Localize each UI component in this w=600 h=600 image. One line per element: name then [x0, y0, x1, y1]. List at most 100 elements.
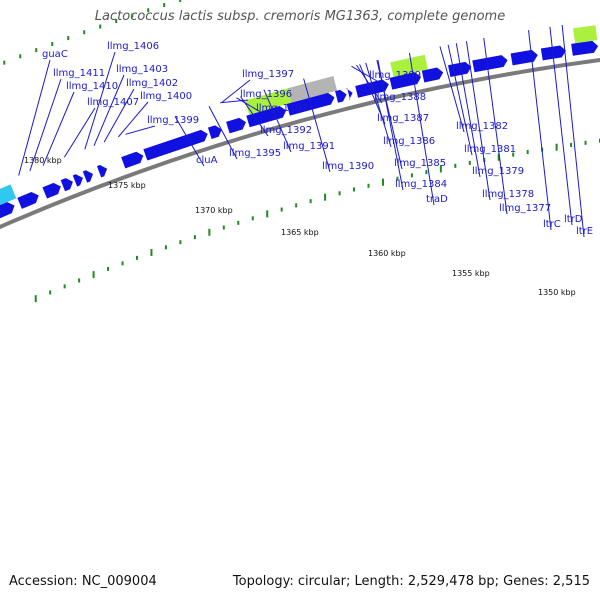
gene-label: ltrD	[564, 214, 583, 225]
gene-label: ltrE	[576, 226, 593, 237]
gc-mark	[526, 150, 529, 155]
gene-leader-line	[118, 101, 149, 138]
gc-mark	[99, 24, 102, 29]
kbp-tick-label: 1350 kbp	[538, 288, 576, 297]
gene-leader-line	[356, 64, 383, 104]
feature-block	[0, 184, 17, 206]
gc-mark	[3, 60, 6, 65]
gene-arrow	[207, 125, 222, 140]
gene-arrow	[96, 164, 108, 178]
gene-leader-line	[64, 107, 96, 158]
genome-backbone	[0, 57, 600, 230]
gene-leader-line	[103, 88, 135, 143]
gene-label: llmg_1407	[87, 97, 139, 108]
gene-label: llmg_1397	[242, 69, 294, 80]
gene-label: llmg_1381	[464, 144, 516, 155]
gene-labels: guaC llmg_1406 llmg_1411 llmg_1403 llmg_1410…	[18, 24, 593, 238]
gene-label: llmg_1386	[383, 136, 435, 147]
gc-mark	[251, 216, 254, 221]
gene-leader-line	[240, 96, 269, 137]
gene-label: llmg_1399	[147, 115, 199, 126]
gene-leader-line	[263, 89, 292, 153]
gc-mark	[512, 152, 515, 157]
gc-mark	[570, 142, 573, 147]
gc-mark	[179, 240, 182, 245]
gene-label: llmg_1388	[374, 92, 426, 103]
gene-arrow	[421, 67, 444, 83]
gene-arrow	[42, 182, 61, 199]
gc-mark	[497, 153, 500, 161]
gene-label: llmg_1389	[369, 70, 421, 81]
gene-arrow	[72, 174, 83, 187]
gene-leader-line	[208, 106, 238, 160]
feature-block	[245, 88, 292, 115]
gene-track	[0, 40, 599, 219]
gc-mark	[266, 210, 269, 218]
gene-label: llmg_1384	[395, 179, 447, 190]
gene-arrow	[226, 117, 246, 134]
gene-label: cluA	[196, 155, 218, 166]
accession-text: Accession: NC_009004	[9, 574, 157, 589]
gene-label: traD	[426, 194, 448, 205]
gene-arrow	[540, 45, 566, 61]
gene-leader-line	[465, 41, 491, 201]
gc-mark	[136, 255, 138, 260]
gc-mark	[163, 3, 166, 8]
gene-arrow	[82, 170, 94, 183]
gene-arrow	[571, 40, 599, 56]
gene-leader-line	[42, 91, 75, 166]
gene-label: llmg_1403	[116, 64, 168, 75]
gene-label: llmg_1378	[482, 189, 534, 200]
gene-label: llmg_1391	[283, 141, 335, 152]
gene-arrow	[121, 151, 144, 169]
gc-mark	[131, 13, 134, 18]
gene-leader-line	[236, 97, 265, 115]
gene-arrow	[472, 55, 508, 73]
gene-arrow	[143, 129, 208, 161]
gene-leader-line	[351, 65, 378, 82]
gene-label: guaC	[42, 49, 68, 60]
feature-track	[0, 25, 598, 206]
gene-leader-line	[439, 46, 465, 133]
gc-mark	[49, 290, 52, 295]
gc-mark	[280, 207, 283, 212]
gene-arrow	[60, 178, 73, 192]
gene-leader-line	[29, 78, 62, 172]
kbp-tick-label: 1360 kbp	[368, 249, 406, 258]
gc-mark	[208, 228, 211, 236]
gc-mark	[107, 266, 110, 271]
gene-leader-line	[528, 30, 552, 231]
gene-label: llmg_1410	[66, 81, 118, 92]
gene-arrow	[0, 202, 15, 219]
gc-mark	[338, 191, 341, 196]
backbone-line	[0, 57, 600, 230]
gene-leader-line	[447, 44, 473, 156]
kbp-tick-label: 1380 kbp	[24, 156, 62, 165]
gc-mark	[150, 249, 153, 257]
gene-leader-line	[125, 125, 156, 135]
gc-mark	[381, 178, 384, 186]
gc-mark	[34, 295, 37, 303]
kbp-tick-label: 1370 kbp	[195, 206, 233, 215]
gene-leader-line	[84, 51, 116, 150]
gc-mark	[295, 203, 298, 208]
gene-arrow	[17, 191, 39, 209]
gene-leader-line	[408, 52, 435, 206]
gc-mark	[410, 173, 413, 178]
gc-mark	[63, 284, 66, 289]
gene-leader-line	[221, 79, 251, 103]
gc-mark	[115, 19, 118, 24]
gene-label: llmg_1411	[53, 68, 105, 79]
gene-arrow	[510, 49, 538, 66]
gc-mark	[237, 220, 240, 225]
page-title: Lactococcus lactis subsp. cremoris MG136…	[94, 9, 506, 24]
gene-label: llmg_1392	[260, 125, 312, 136]
gc-mark	[367, 183, 370, 188]
gene-label: llmg_1379	[472, 166, 524, 177]
kbp-tick-label: 1355 kbp	[452, 269, 490, 278]
gene-arrow	[346, 88, 353, 100]
feature-block	[390, 54, 428, 77]
gene-label: llmg_1402	[126, 78, 178, 89]
gc-mark	[179, 0, 182, 3]
